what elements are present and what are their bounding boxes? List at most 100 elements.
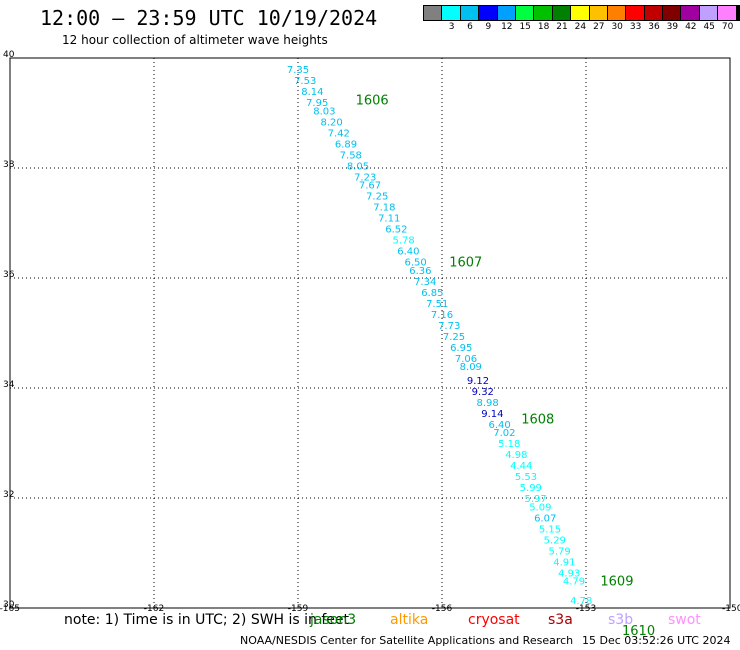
x-tick-label: -156: [432, 604, 453, 614]
color-swatch: [424, 6, 443, 20]
wave-height-point: 6.40: [488, 420, 510, 431]
grid-lines: [10, 58, 730, 608]
x-tick-label: -153: [576, 604, 596, 614]
time-label: 1609: [600, 575, 633, 590]
wave-height-point: 6.95: [450, 343, 472, 354]
color-scale-label: 45: [703, 22, 715, 32]
y-tick-label: 34: [3, 380, 15, 390]
wave-height-point: 5.97: [524, 494, 546, 505]
color-scale-label: 39: [666, 22, 679, 32]
wave-height-point: 6.52: [385, 225, 407, 236]
wave-height-point: 6.89: [335, 139, 357, 150]
wave-height-point: 8.03: [313, 106, 335, 117]
color-scale-label: 3: [448, 22, 455, 32]
time-labels: 1606 1607 1608 1609 1610: [356, 93, 655, 639]
wave-height-point: 7.51: [426, 299, 448, 310]
wave-height-point: 7.53: [294, 76, 316, 87]
wave-height-point: 7.42: [328, 128, 350, 139]
wave-height-point: 5.09: [529, 502, 551, 513]
color-scale-label: 9: [485, 22, 492, 32]
color-scale-label: 21: [556, 22, 568, 32]
x-tick-label: -165: [0, 604, 20, 614]
wave-height-point: 8.20: [320, 117, 342, 128]
time-label: 1608: [521, 412, 554, 427]
footer-timestamp: 15 Dec 03:52:26 UTC 2024: [582, 634, 731, 647]
wave-height-point: 5.18: [498, 439, 520, 450]
color-scale-label: 27: [593, 22, 605, 32]
mission-s3b: s3b: [608, 612, 634, 628]
wave-height-point: 6.50: [404, 258, 426, 269]
wave-height-point: 9.14: [481, 409, 503, 420]
color-scale-label: 12: [501, 22, 513, 32]
color-swatch: [497, 6, 516, 20]
color-scale-legend: [423, 5, 740, 21]
wave-height-point: 4.79: [563, 577, 585, 588]
wave-height-point: 8.09: [460, 362, 482, 373]
y-tick-label: 40: [3, 50, 15, 60]
wave-height-point: 7.18: [373, 203, 395, 214]
wave-height-point: 7.34: [414, 277, 436, 288]
time-label: 1606: [356, 93, 389, 108]
wave-height-point: 5.53: [515, 472, 537, 483]
color-swatch: [736, 6, 740, 20]
wave-height-point: 4.91: [553, 557, 575, 568]
x-tick-label: -150: [722, 604, 740, 614]
page-title: 12:00 — 23:59 UTC 10/19/2024: [40, 6, 378, 30]
wave-height-point: 4.93: [558, 568, 580, 579]
color-swatch: [460, 6, 480, 20]
color-scale-label: 18: [537, 22, 550, 32]
color-swatch: [644, 6, 664, 20]
wave-height-point: 5.79: [548, 546, 570, 557]
color-swatch: [442, 6, 461, 20]
y-axis-ticks: 30 32 34 36 38 40: [3, 50, 15, 610]
wave-height-point: 5.99: [520, 483, 542, 494]
wave-height-point: 7.11: [378, 214, 400, 225]
color-scale-label: 30: [611, 22, 623, 32]
wave-height-point: 4.78: [570, 596, 592, 607]
wave-height-point: 7.67: [359, 181, 381, 192]
mission-altika: altika: [390, 612, 429, 628]
mission-swot: swot: [668, 612, 701, 628]
y-tick-label: 30: [3, 600, 15, 610]
footer-note: note: 1) Time is in UTC; 2) SWH is in fe…: [64, 612, 350, 628]
time-label: 1610: [622, 624, 655, 639]
data-points: 7.357.538.147.958.038.207.426.897.588.05…: [287, 65, 592, 607]
wave-height-point: 9.12: [467, 376, 489, 387]
x-axis-ticks: -165 -162 -159 -156 -153 -150: [0, 604, 740, 614]
mission-jason3: jason3: [310, 612, 357, 628]
color-swatch: [699, 6, 719, 20]
time-label: 1607: [449, 256, 482, 271]
color-swatch: [718, 6, 737, 20]
color-scale-label: 6: [467, 22, 473, 32]
wave-height-point: 9.32: [472, 387, 494, 398]
x-tick-label: -162: [144, 604, 164, 614]
color-scale-label: 42: [685, 22, 697, 32]
color-swatch: [479, 6, 498, 20]
color-scale-label: 15: [519, 22, 531, 32]
wave-height-point: 7.95: [306, 98, 328, 109]
wave-height-point: 6.36: [409, 266, 431, 277]
wave-height-point: 5.29: [544, 535, 566, 546]
wave-height-point: 4.98: [505, 450, 527, 461]
wave-height-point: 6.07: [534, 513, 556, 524]
footer-credit: NOAA/NESDIS Center for Satellite Applica…: [240, 634, 574, 647]
wave-height-point: 8.05: [347, 161, 369, 172]
color-swatch: [589, 6, 608, 20]
color-scale-label: 36: [648, 22, 660, 32]
plot-area: [9, 57, 731, 609]
color-swatch: [663, 6, 682, 20]
page-subtitle: 12 hour collection of altimeter wave hei…: [62, 33, 328, 47]
color-swatch: [681, 6, 700, 20]
color-swatch: [626, 6, 645, 20]
wave-height-point: 7.35: [287, 65, 309, 76]
wave-height-point: 7.25: [443, 332, 465, 343]
mission-cryosat: cryosat: [468, 612, 520, 628]
wave-height-point: 7.16: [431, 310, 453, 321]
y-tick-label: 38: [3, 160, 15, 170]
wave-height-point: 8.14: [301, 87, 323, 98]
wave-height-point: 7.23: [354, 172, 376, 183]
color-swatch: [571, 6, 590, 20]
color-scale-label: 33: [629, 22, 642, 32]
wave-height-point: 6.40: [397, 247, 419, 258]
